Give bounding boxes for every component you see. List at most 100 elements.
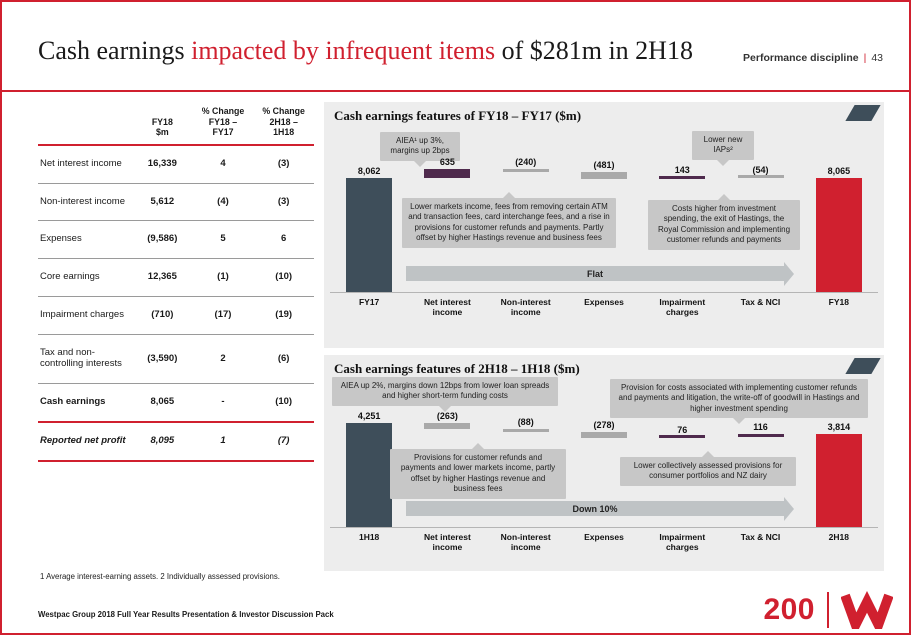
x-axis-label: FY17 bbox=[358, 297, 380, 307]
x-axis-label: Impairment charges bbox=[659, 532, 706, 553]
row-value: (7) bbox=[253, 421, 314, 462]
footnote: 1 Average interest-earning assets. 2 Ind… bbox=[40, 572, 280, 581]
bar-value-label: (54) bbox=[752, 165, 769, 176]
row-value: 1 bbox=[192, 421, 254, 462]
annotation-aiea-fy: AIEA¹ up 3%, margins up 2bps bbox=[380, 132, 460, 167]
bar-value-label: (240) bbox=[515, 157, 537, 168]
waterfall-column: 76 Impairment charges bbox=[643, 407, 722, 553]
x-axis-label: 2H18 bbox=[828, 532, 849, 542]
bar-net-interest-income bbox=[424, 423, 471, 430]
row-value: 4 bbox=[192, 144, 254, 184]
bar-area: (88) bbox=[486, 407, 565, 528]
bar-value-label: (481) bbox=[593, 160, 615, 171]
bar-expenses bbox=[580, 172, 627, 180]
table-header-row: FY18 $m % Change FY18 – FY17 % Change 2H… bbox=[38, 104, 314, 146]
table-row: Core earnings 12,365 (1) (10) bbox=[38, 258, 314, 298]
row-value: (3) bbox=[253, 183, 314, 222]
title-highlight: impacted by infrequent items bbox=[191, 36, 496, 65]
row-value: - bbox=[192, 383, 254, 423]
chart-panel-header: Cash earnings features of 2H18 – 1H18 ($… bbox=[324, 355, 884, 377]
row-value: (10) bbox=[253, 383, 314, 423]
table-body: Net interest income 16,339 4 (3) Non-interes… bbox=[38, 144, 314, 462]
waterfall-chart-hy: 4,251 1H18 (263) Net interest income (88) Non… bbox=[330, 407, 878, 552]
row-value: 6 bbox=[253, 220, 314, 260]
table-row: Net interest income 16,339 4 (3) bbox=[38, 144, 314, 184]
waterfall-column: 8,065 FY18 bbox=[799, 152, 878, 317]
x-axis-label: Non-interest income bbox=[500, 297, 551, 318]
row-label: Reported net profit bbox=[38, 421, 132, 462]
bar-value-label: 3,814 bbox=[827, 421, 851, 432]
row-value: (4) bbox=[192, 183, 254, 222]
x-axis-label: Impairment charges bbox=[659, 297, 706, 318]
bar-area: 116 bbox=[721, 407, 800, 528]
waterfall-column: (263) Net interest income bbox=[408, 407, 487, 553]
table-row: Reported net profit 8,095 1 (7) bbox=[38, 421, 314, 462]
bar-area: 3,814 bbox=[799, 407, 878, 528]
bar-tax-nci bbox=[737, 174, 784, 178]
row-value: (6) bbox=[253, 334, 314, 385]
x-axis-label: Net interest income bbox=[424, 532, 471, 553]
trend-arrow-down10: Down 10% bbox=[406, 497, 794, 521]
title-pre: Cash earnings bbox=[38, 36, 192, 65]
row-label: Expenses bbox=[38, 220, 132, 260]
annotation-lower-markets: Lower markets income, fees from removing… bbox=[402, 192, 616, 248]
annotation-lower-cap: Lower collectively assessed provisions f… bbox=[620, 451, 796, 486]
bar-value-label: 635 bbox=[439, 157, 455, 168]
bar-value-label: 8,062 bbox=[357, 166, 381, 177]
bar-area: 635 bbox=[408, 152, 487, 293]
bar-impairment-charges bbox=[659, 435, 706, 439]
bar-value-label: (88) bbox=[517, 417, 534, 428]
row-value: 5 bbox=[192, 220, 254, 260]
row-value: (1) bbox=[192, 258, 254, 298]
col-header-blank bbox=[38, 104, 132, 146]
chart-panel-hy: Cash earnings features of 2H18 – 1H18 ($… bbox=[324, 355, 884, 571]
annotation-provisions-refunds: Provisions for customer refunds and paym… bbox=[390, 443, 566, 499]
bar-impairment-charges bbox=[659, 176, 706, 180]
row-value: (19) bbox=[253, 296, 314, 336]
footer-text: Westpac Group 2018 Full Year Results Pre… bbox=[38, 610, 334, 619]
bar-area: 8,065 bbox=[799, 152, 878, 293]
row-label: Cash earnings bbox=[38, 383, 132, 423]
bar-2h18 bbox=[815, 433, 862, 527]
chart-body-fy: 8,062 FY17 635 Net interest income (240) Non-… bbox=[324, 128, 884, 348]
row-value: (10) bbox=[253, 258, 314, 298]
bar-area: 8,062 bbox=[330, 152, 409, 293]
table-row: Tax and non-controlling interests (3,590)… bbox=[38, 334, 314, 385]
table-row: Non-interest income 5,612 (4) (3) bbox=[38, 183, 314, 222]
westpac-w-logo bbox=[841, 591, 893, 629]
slide-header: Cash earnings impacted by infrequent ite… bbox=[2, 2, 909, 92]
bar-area: (481) bbox=[564, 152, 644, 293]
bar-area: (278) bbox=[564, 407, 644, 528]
trend-arrow-label: Down 10% bbox=[572, 503, 618, 514]
waterfall-column: (240) Non-interest income bbox=[486, 152, 565, 318]
waterfall-column: 4,251 1H18 bbox=[330, 407, 409, 552]
section-page-indicator: Performance discipline | 43 bbox=[743, 52, 883, 64]
chart-panel-header: Cash earnings features of FY18 – FY17 ($… bbox=[324, 102, 884, 128]
waterfall-column: (54) Tax & NCI bbox=[721, 152, 800, 317]
row-value: 2 bbox=[192, 334, 254, 385]
waterfall-column: (278) Expenses bbox=[564, 407, 644, 552]
x-axis-label: Tax & NCI bbox=[740, 297, 781, 307]
bar-expenses bbox=[580, 431, 627, 439]
trend-arrow-flat: Flat bbox=[406, 262, 794, 286]
corner-accent bbox=[845, 358, 881, 374]
waterfall-column: 635 Net interest income bbox=[408, 152, 487, 317]
row-label: Net interest income bbox=[38, 144, 132, 184]
trend-arrow-label: Flat bbox=[586, 268, 603, 279]
bar-fy17 bbox=[346, 178, 393, 292]
bar-value-label: (278) bbox=[593, 419, 615, 430]
waterfall-column: 116 Tax & NCI bbox=[721, 407, 800, 552]
row-value: 8,065 bbox=[132, 383, 193, 423]
annotation-lower-iaps: Lower new IAPs² bbox=[692, 131, 754, 166]
waterfall-column: 8,062 FY17 bbox=[330, 152, 409, 317]
col-header-change-hy: % Change 2H18 – 1H18 bbox=[253, 104, 314, 146]
annotation-aiea-hy: AIEA up 2%, margins down 12bps from lowe… bbox=[332, 377, 558, 412]
chart-title-hy: Cash earnings features of 2H18 – 1H18 ($… bbox=[334, 361, 580, 376]
bar-value-label: 76 bbox=[677, 424, 688, 435]
bar-net-interest-income bbox=[424, 169, 471, 179]
x-axis-label: Expenses bbox=[584, 297, 624, 307]
title-post: of $281m in 2H18 bbox=[495, 36, 693, 65]
table-row: Expenses (9,586) 5 6 bbox=[38, 220, 314, 260]
table-row: Impairment charges (710) (17) (19) bbox=[38, 296, 314, 336]
